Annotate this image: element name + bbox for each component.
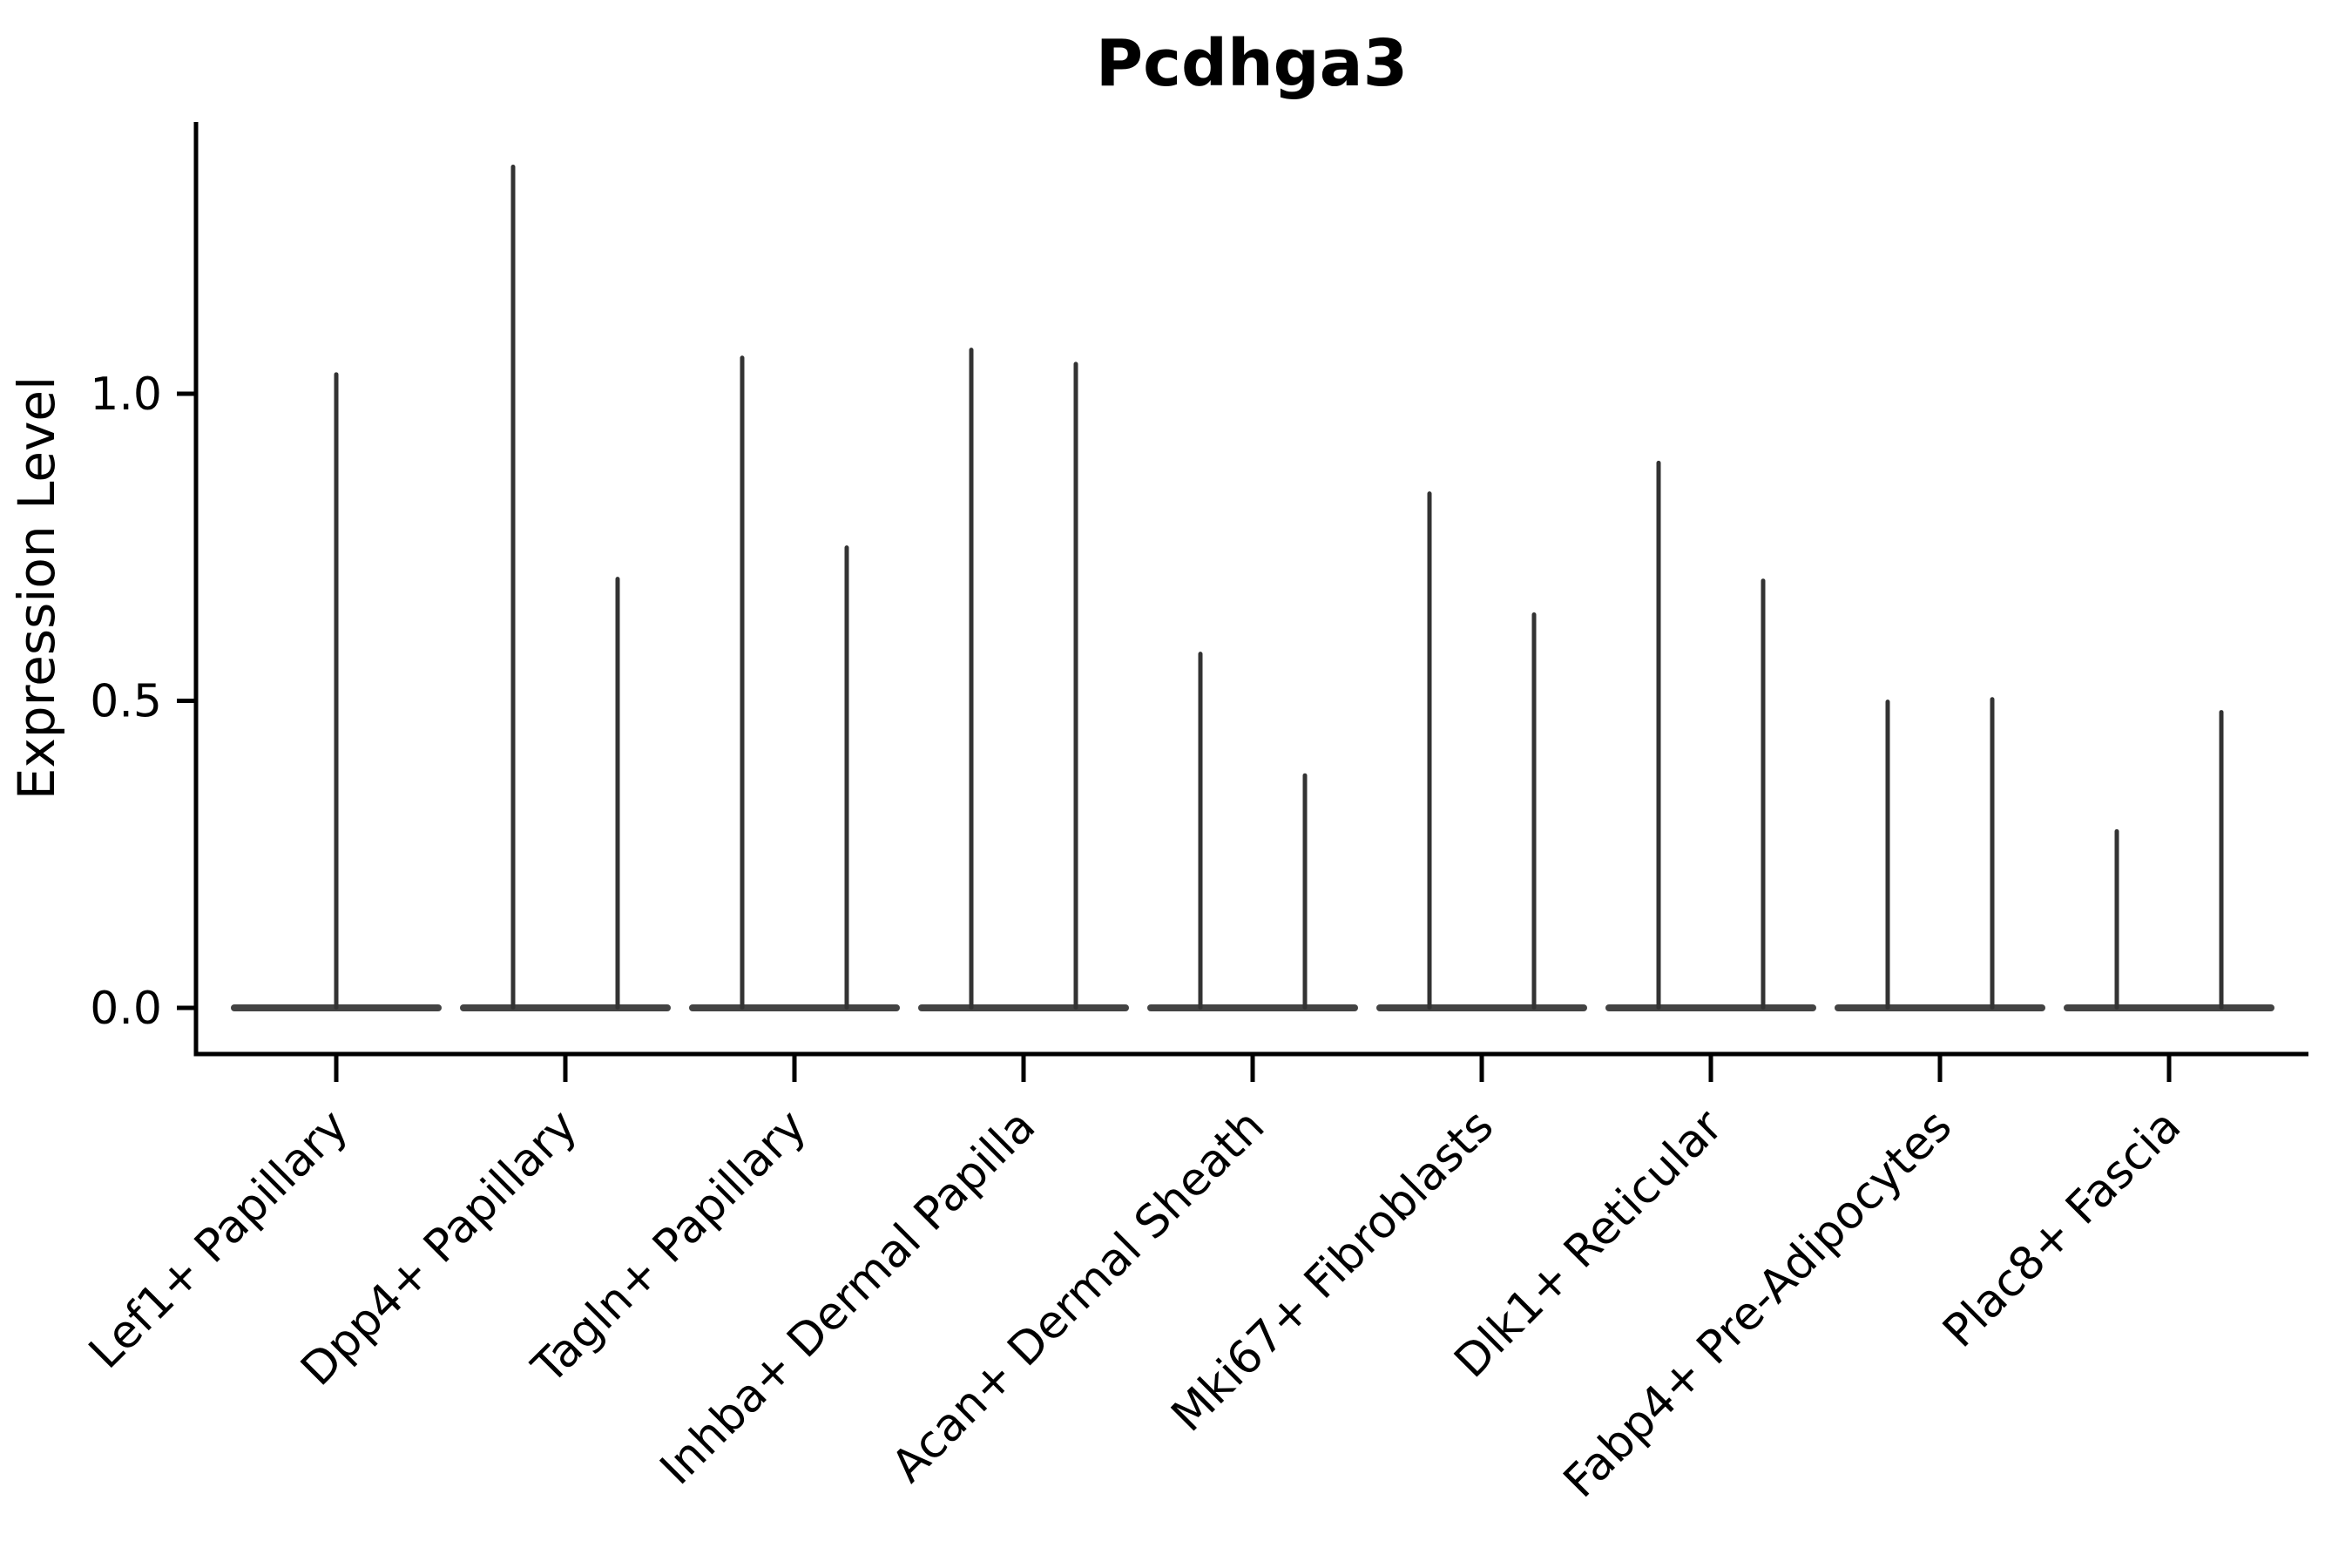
violin-base [2064, 1004, 2274, 1011]
violin-category-group [1605, 460, 1816, 1011]
violin-category-group [2064, 710, 2274, 1011]
violin-base [460, 1004, 671, 1011]
y-axis-label: Expression Level [7, 376, 66, 800]
violin-spike [1761, 578, 1766, 1010]
violin-category-group [1376, 491, 1587, 1011]
violin-category-group [1147, 652, 1358, 1011]
violin-spike [510, 165, 516, 1010]
x-tick-label: Plac8+ Fascia [1933, 1100, 2191, 1358]
violin-spike [334, 372, 339, 1010]
violin-spike [1885, 700, 1890, 1010]
x-tick-label: Acan+ Dermal Sheath [882, 1100, 1275, 1493]
violin-spike [2114, 828, 2119, 1010]
violin-base [1605, 1004, 1816, 1011]
chart-title: Pcdhga3 [1096, 26, 1408, 101]
violin-spike [1302, 773, 1308, 1010]
violin-spike [1427, 491, 1432, 1010]
violin-base [1376, 1004, 1587, 1011]
x-tick-label: Fabp4+ Pre-Adipocytes [1554, 1100, 1962, 1508]
violin-spike [1990, 697, 1995, 1010]
violin-spike [969, 348, 974, 1010]
violins-layer [231, 165, 2274, 1011]
violin-base [1147, 1004, 1358, 1011]
violin-spike [1198, 652, 1203, 1010]
violin-category-group [1835, 697, 2045, 1011]
violin-spike [615, 577, 620, 1010]
y-tick-label: 0.5 [90, 676, 162, 728]
violin-category-group [689, 355, 900, 1011]
violin-spike [1073, 362, 1078, 1010]
y-tick-label: 0.0 [90, 983, 162, 1035]
violin-category-group [460, 165, 671, 1011]
violin-base [918, 1004, 1129, 1011]
violin-spike [844, 545, 849, 1010]
violin-spike [740, 355, 745, 1010]
y-tick-label: 1.0 [90, 368, 162, 421]
violin-spike [2219, 710, 2224, 1010]
violin-spike [1656, 460, 1661, 1010]
violin-base [1835, 1004, 2045, 1011]
violin-category-group [918, 348, 1129, 1011]
violin-spike [1531, 612, 1537, 1010]
violin-category-group [231, 372, 442, 1011]
violin-base [689, 1004, 900, 1011]
y-axis-ticks: 0.0 0.5 1.0 [90, 368, 196, 1035]
x-tick-label: Inhba+ Dermal Papilla [651, 1100, 1045, 1495]
